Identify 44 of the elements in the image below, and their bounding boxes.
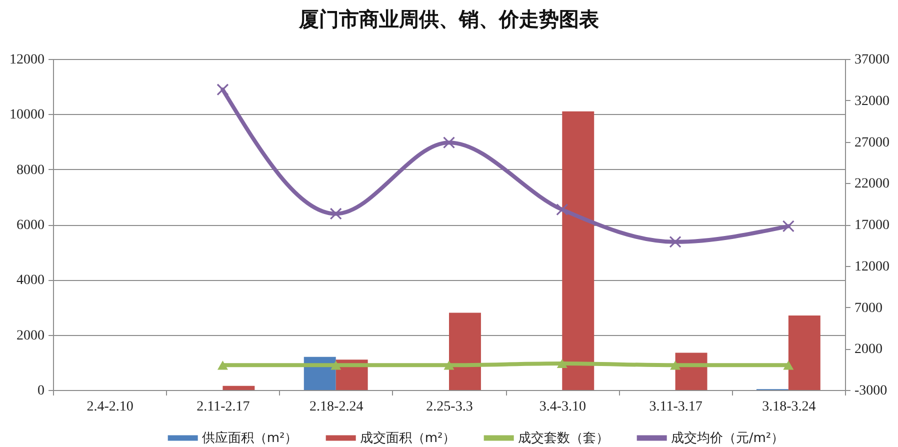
y-tick-label: 12000 xyxy=(10,52,44,68)
bar xyxy=(222,386,255,390)
x-tick-label: 3.4-3.10 xyxy=(539,400,586,414)
bar xyxy=(449,312,481,390)
point xyxy=(216,84,229,96)
y-tick-label: 8000 xyxy=(16,162,44,178)
point xyxy=(444,360,454,370)
y2-tick-label: 7000 xyxy=(854,300,882,316)
legend-label: 成交面积（m²） xyxy=(360,430,456,446)
point xyxy=(783,360,794,370)
point xyxy=(669,236,682,248)
y-tick-label: 2000 xyxy=(16,328,44,344)
y2-tick-label: 12000 xyxy=(854,259,890,274)
point xyxy=(217,360,228,370)
x-tick-label: 3.18-3.24 xyxy=(762,400,816,414)
y2-tick-label: 2000 xyxy=(854,342,882,358)
bar xyxy=(788,316,820,390)
x-tick-label: 3.11-3.17 xyxy=(649,400,702,414)
y2-tick-label: 32000 xyxy=(854,94,890,109)
x-tick-label: 2.25-3.3 xyxy=(426,400,473,414)
legend-label: 供应面积（m²） xyxy=(202,430,298,446)
bar xyxy=(562,111,594,390)
y-tick-label: 0 xyxy=(38,384,44,398)
point xyxy=(556,204,568,216)
y-tick-label: 6000 xyxy=(16,218,44,233)
point xyxy=(330,360,342,370)
legend-label: 成交套数（套） xyxy=(518,430,609,446)
y2-tick-label: -3000 xyxy=(854,384,888,398)
x-tick-label: 2.18-2.24 xyxy=(310,400,364,414)
y2-tick-label: 37000 xyxy=(854,52,890,68)
y-tick-label: 4000 xyxy=(16,273,44,288)
point xyxy=(442,136,456,149)
point xyxy=(782,220,794,232)
point xyxy=(670,360,681,370)
y2-tick-label: 17000 xyxy=(854,218,890,233)
point xyxy=(556,358,568,368)
point xyxy=(330,208,342,220)
x-tick-label: 2.11-2.17 xyxy=(196,400,250,414)
y2-tick-label: 22000 xyxy=(854,176,890,192)
legend-label: 成交均价（元/m²） xyxy=(670,430,784,446)
y2-tick-label: 27000 xyxy=(854,135,890,150)
y-tick-label: 10000 xyxy=(10,108,44,123)
x-tick-label: 2.4-2.10 xyxy=(86,400,134,414)
chart-title: 厦门市商业周供、销、价走势图表 xyxy=(298,7,599,31)
